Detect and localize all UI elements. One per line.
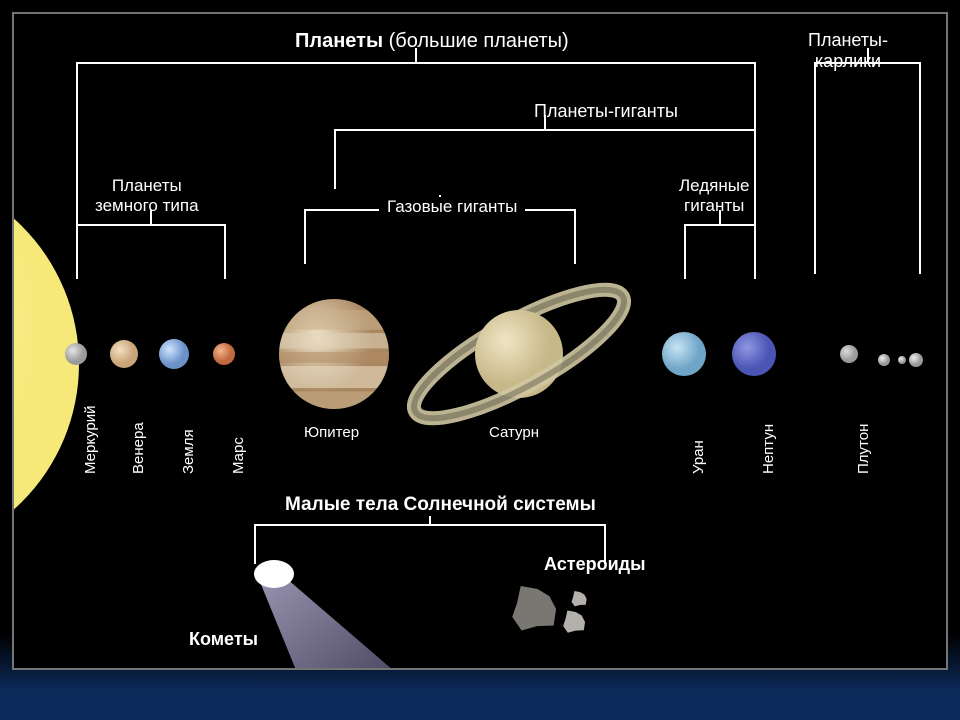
- label-asteroids: Астероиды: [544, 554, 645, 575]
- label-small-bodies: Малые тела Солнечной системы: [279, 494, 602, 516]
- name-saturn: Сатурн: [489, 424, 539, 441]
- comet: [254, 560, 444, 670]
- planet-mars: [213, 343, 235, 365]
- name-mercury: Меркурий: [82, 405, 99, 474]
- planet-venus: [110, 340, 138, 368]
- bracket-small-left: [254, 524, 256, 564]
- name-venus: Венера: [130, 422, 147, 474]
- label-comets: Кометы: [189, 629, 258, 650]
- name-neptune: Нептун: [760, 424, 777, 474]
- planet-earth: [159, 339, 189, 369]
- name-earth: Земля: [180, 429, 197, 474]
- planet-uranus: [662, 332, 706, 376]
- diagram-frame: Планеты (большие планеты) Планеты-карлик…: [12, 12, 948, 670]
- planet-jupiter: [279, 299, 389, 409]
- name-jupiter: Юпитер: [304, 424, 359, 441]
- pluto-moons: [878, 353, 923, 367]
- planet-neptune: [732, 332, 776, 376]
- name-uranus: Уран: [690, 440, 707, 474]
- name-pluto: Плутон: [855, 424, 872, 474]
- planet-pluto: [840, 345, 858, 363]
- planets-layer: [14, 14, 948, 670]
- bracket-small-bodies: [254, 524, 604, 526]
- name-mars: Марс: [230, 437, 247, 474]
- planet-mercury: [65, 343, 87, 365]
- asteroids: [512, 586, 586, 633]
